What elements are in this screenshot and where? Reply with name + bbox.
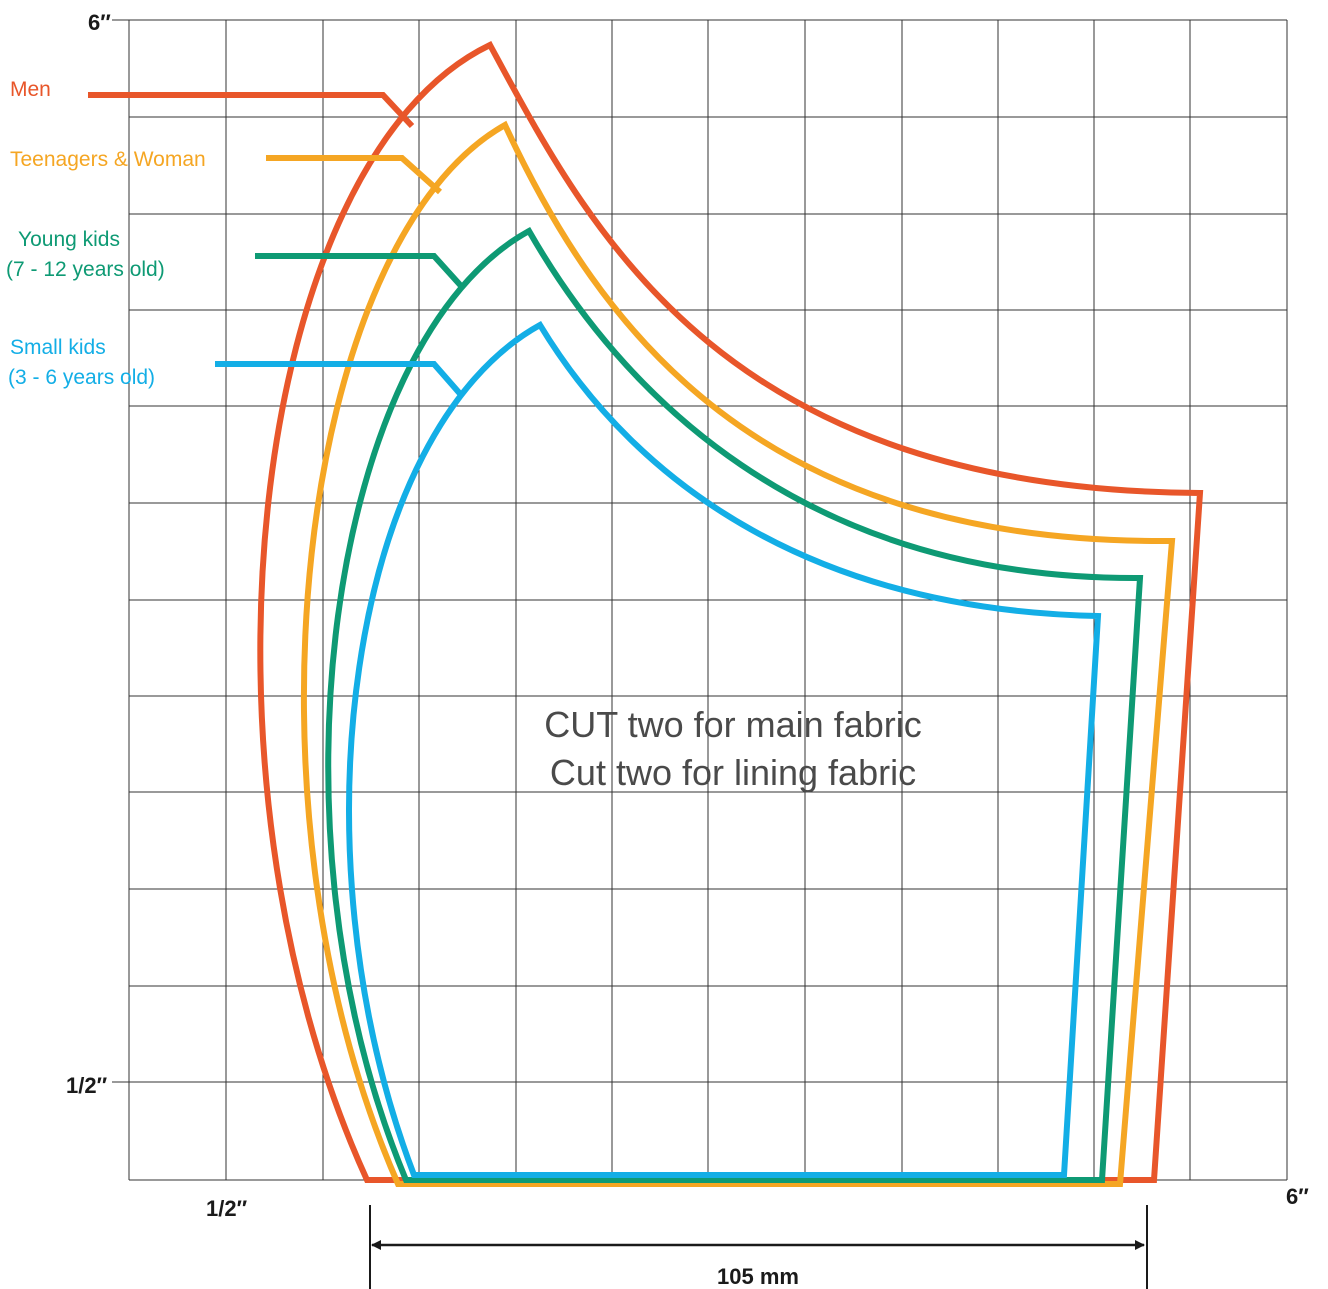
legend-sublabel-young-kids: (7 - 12 years old) (6, 258, 165, 281)
y-axis-top-label: 6″ (88, 10, 111, 35)
legend-label-teenagers-woman: Teenagers & Woman (10, 148, 206, 171)
pattern-outline-men (257, 41, 1204, 1183)
y-axis-half-label: 1/2″ (66, 1073, 108, 1098)
pattern-outline-teenagers-woman (301, 120, 1176, 1187)
pattern-outline-young-kids (325, 226, 1144, 1183)
dimension-indicator: 105 mm (369, 1205, 1148, 1289)
legend-leader-teenagers-woman (266, 155, 443, 195)
x-axis-right-label: 6″ (1286, 1184, 1309, 1209)
pattern-outline-small-kids (346, 320, 1102, 1178)
legend-leader-small-kids (215, 361, 465, 398)
legend-leader-young-kids (255, 253, 465, 290)
legend-label-young-kids: Young kids (18, 228, 120, 251)
cutting-note-line1: CUT two for main fabric (544, 704, 921, 745)
cutting-note-line2: Cut two for lining fabric (550, 752, 916, 793)
legend-sublabel-small-kids: (3 - 6 years old) (8, 366, 155, 389)
legend-leader-men (88, 92, 415, 129)
legend-label-small-kids: Small kids (10, 336, 106, 359)
dimension-label: 105 mm (717, 1264, 799, 1289)
x-axis-half-label: 1/2″ (206, 1196, 248, 1221)
legend-label-men: Men (10, 78, 51, 101)
